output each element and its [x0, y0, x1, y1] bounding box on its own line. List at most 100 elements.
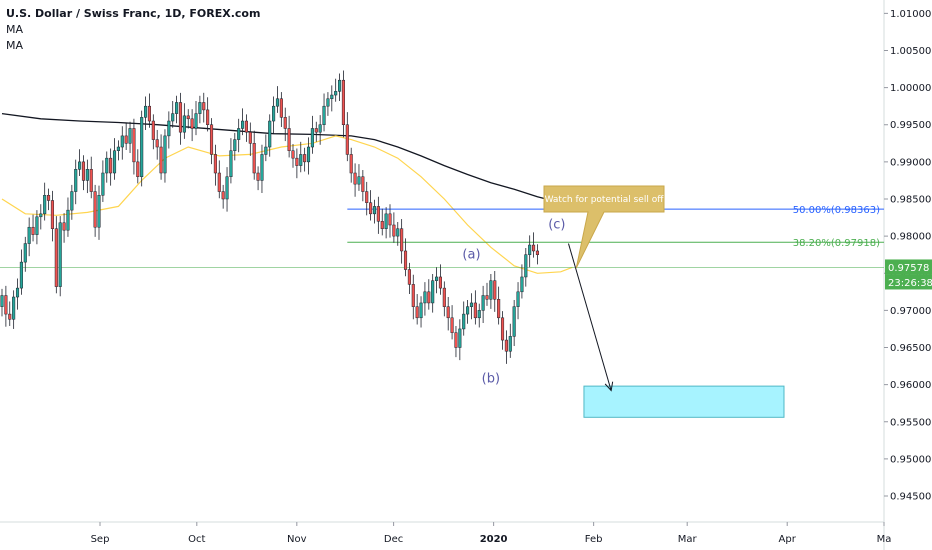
candle-body[interactable]	[338, 79, 342, 92]
candle-body[interactable]	[144, 105, 148, 118]
candle-body[interactable]	[89, 169, 93, 192]
candle-body[interactable]	[136, 161, 140, 177]
candle-body[interactable]	[186, 115, 190, 120]
candle-body[interactable]	[306, 146, 311, 163]
candle-body[interactable]	[198, 102, 202, 114]
candle-body[interactable]	[171, 113, 175, 122]
candle-body[interactable]	[151, 120, 155, 140]
candle-body[interactable]	[190, 118, 194, 129]
ma-slow-line[interactable]	[1, 112, 573, 207]
candle-body[interactable]	[372, 206, 377, 215]
candle-body[interactable]	[81, 161, 86, 181]
candle-body[interactable]	[101, 172, 105, 196]
candle-body[interactable]	[431, 280, 435, 304]
candle-body[interactable]	[535, 250, 539, 255]
candle-body[interactable]	[120, 135, 124, 148]
candle-body[interactable]	[473, 302, 477, 319]
candle-body[interactable]	[516, 291, 520, 307]
candle-body[interactable]	[167, 120, 171, 137]
candle-body[interactable]	[221, 191, 225, 200]
candle-body[interactable]	[462, 313, 466, 330]
candle-body[interactable]	[213, 154, 217, 174]
candle-body[interactable]	[105, 157, 109, 174]
candle-body[interactable]	[116, 146, 120, 151]
indicator-label-ma-2[interactable]: MA	[6, 39, 24, 52]
candle-body[interactable]	[326, 98, 330, 107]
candle-body[interactable]	[43, 195, 47, 215]
candle-body[interactable]	[497, 298, 501, 319]
candle-body[interactable]	[334, 91, 338, 96]
candle-body[interactable]	[388, 213, 392, 226]
candle-body[interactable]	[140, 117, 144, 177]
ma-fast-line[interactable]	[1, 135, 573, 274]
wave-label[interactable]: (a)	[462, 247, 480, 262]
indicator-label-ma-1[interactable]: MA	[6, 23, 24, 36]
candle-body[interactable]	[39, 213, 43, 218]
candle-body[interactable]	[287, 128, 291, 151]
candle-body[interactable]	[485, 295, 489, 300]
candle-body[interactable]	[85, 169, 89, 181]
candle-body[interactable]	[237, 128, 241, 140]
candle-body[interactable]	[12, 296, 16, 320]
candle-body[interactable]	[489, 280, 493, 300]
candle-body[interactable]	[419, 302, 423, 319]
candle-body[interactable]	[128, 128, 132, 144]
candle-body[interactable]	[272, 105, 276, 122]
candle-body[interactable]	[268, 120, 272, 148]
candle-body[interactable]	[477, 310, 481, 319]
candle-body[interactable]	[35, 216, 39, 235]
candle-body[interactable]	[275, 98, 280, 107]
candle-body[interactable]	[155, 139, 159, 148]
candle-body[interactable]	[182, 115, 186, 133]
candle-body[interactable]	[500, 317, 505, 341]
candle-body[interactable]	[349, 154, 353, 174]
candle-body[interactable]	[442, 287, 446, 307]
candle-body[interactable]	[248, 131, 252, 144]
candle-body[interactable]	[411, 284, 415, 307]
candle-body[interactable]	[23, 243, 27, 263]
candle-body[interactable]	[19, 261, 23, 289]
candle-body[interactable]	[159, 146, 163, 174]
candle-body[interactable]	[27, 226, 31, 244]
wave-label[interactable]: (c)	[548, 218, 565, 233]
candle-body[interactable]	[66, 209, 70, 231]
candle-body[interactable]	[147, 105, 151, 122]
candle-body[interactable]	[15, 287, 20, 298]
candle-body[interactable]	[202, 102, 206, 111]
candle-body[interactable]	[508, 336, 512, 352]
candle-body[interactable]	[109, 157, 113, 174]
candle-body[interactable]	[415, 306, 419, 319]
candle-body[interactable]	[396, 228, 400, 237]
callout-bubble[interactable]	[543, 185, 665, 269]
candle-body[interactable]	[446, 306, 450, 319]
candle-body[interactable]	[481, 295, 485, 311]
candle-body[interactable]	[54, 228, 58, 287]
candle-body[interactable]	[376, 206, 380, 222]
candle-body[interactable]	[532, 244, 536, 252]
candle-body[interactable]	[303, 154, 307, 163]
candle-body[interactable]	[244, 120, 248, 133]
candle-body[interactable]	[450, 317, 454, 333]
candle-body[interactable]	[163, 135, 167, 174]
candle-body[interactable]	[252, 143, 256, 174]
candle-body[interactable]	[50, 200, 54, 229]
candle-body[interactable]	[229, 150, 233, 177]
candle-body[interactable]	[435, 276, 439, 281]
projection-arrow-line[interactable]	[567, 243, 612, 391]
candle-body[interactable]	[260, 154, 264, 181]
candle-body[interactable]	[384, 213, 388, 229]
candle-body[interactable]	[380, 221, 384, 229]
candle-body[interactable]	[392, 224, 396, 237]
candle-body[interactable]	[295, 157, 299, 166]
candle-body[interactable]	[206, 109, 210, 125]
candle-body[interactable]	[403, 250, 408, 270]
candle-body[interactable]	[341, 79, 345, 125]
candle-body[interactable]	[520, 276, 524, 293]
candle-body[interactable]	[528, 244, 532, 255]
candle-body[interactable]	[78, 161, 82, 170]
candle-body[interactable]	[279, 98, 283, 118]
candle-body[interactable]	[217, 172, 221, 192]
candle-body[interactable]	[112, 150, 117, 174]
candle-body[interactable]	[512, 306, 516, 337]
